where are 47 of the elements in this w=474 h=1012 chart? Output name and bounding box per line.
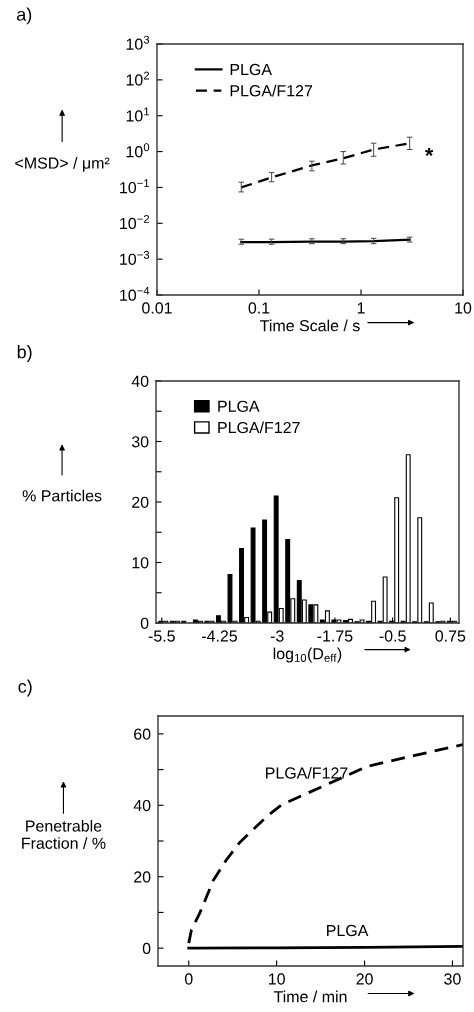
y-tick-label: 40 <box>133 799 151 812</box>
y-tick-label: 0 <box>142 942 151 955</box>
y-tick-label: 20 <box>134 871 151 883</box>
x-tick-label: 30 <box>444 973 461 985</box>
y-tick-label: 10$^{−3}$ <box>120 250 150 265</box>
x-tick-label: 1 <box>357 302 365 314</box>
x-tick-label: -3 <box>270 630 284 642</box>
y-tick-label: 20 <box>132 496 149 508</box>
y-axis-title: Penetrable Fraction / % <box>22 819 106 849</box>
y-tick-label: 10$^{0}$ <box>126 143 150 158</box>
y-axis-title: <MSD> / μm² <box>15 157 110 172</box>
x-axis-title: log$_{10}$(D$_{eff}$) <box>273 647 342 663</box>
y-tick-label: 10$^{2}$ <box>126 71 150 86</box>
y-tick-label: 10$^{−2}$ <box>120 215 150 230</box>
chart-title: a) <box>17 7 32 25</box>
x-tick-label: -5.5 <box>148 630 175 642</box>
legend-label: PLGA <box>230 63 272 76</box>
y-tick-label: 10 <box>132 557 149 569</box>
y-tick-label: 0 <box>140 617 149 629</box>
x-tick-label: -0.5 <box>379 630 406 642</box>
y-tick-label: 10$^{−1}$ <box>120 179 150 194</box>
x-axis-title: Time / min <box>273 990 347 1003</box>
x-axis-title: Time Scale / s <box>260 319 360 332</box>
series-label: PLGA/F127 <box>266 766 348 779</box>
y-tick-label: 30 <box>131 436 149 448</box>
x-tick-label: 10 <box>455 302 472 314</box>
x-tick-label: -1.75 <box>317 630 353 642</box>
y-tick-label: 60 <box>134 728 151 740</box>
annotation: * <box>424 147 434 156</box>
legend-label: PLGA/F127 <box>218 421 300 434</box>
x-tick-label: 0.75 <box>435 630 466 642</box>
y-axis-title: % Particles <box>22 489 102 502</box>
x-tick-label: 0.01 <box>142 302 172 314</box>
x-tick-label: 0 <box>184 973 193 985</box>
chart-title: c) <box>18 679 32 697</box>
chart-title: b) <box>17 345 32 362</box>
legend-label: PLGA <box>218 400 260 412</box>
x-tick-label: 0.1 <box>248 302 270 314</box>
series-label: PLGA <box>327 924 369 937</box>
y-tick-label: 10$^{−4}$ <box>120 286 150 301</box>
x-tick-label: 10 <box>269 973 285 985</box>
legend-label: PLGA/F127 <box>230 84 313 97</box>
y-tick-label: 40 <box>131 375 149 387</box>
y-tick-label: 10$^{3}$ <box>126 35 150 50</box>
x-tick-label: 20 <box>356 973 373 985</box>
y-tick-label: 10$^{1}$ <box>126 107 150 122</box>
x-tick-label: -4.25 <box>201 630 238 642</box>
